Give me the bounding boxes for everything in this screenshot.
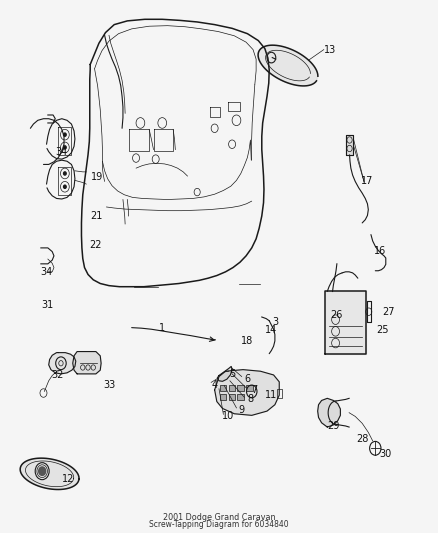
Text: 29: 29 <box>327 421 339 431</box>
Bar <box>237 393 244 400</box>
Text: 31: 31 <box>42 300 54 310</box>
Circle shape <box>64 133 66 136</box>
Text: 32: 32 <box>51 370 64 381</box>
Text: 21: 21 <box>91 211 103 221</box>
Text: 33: 33 <box>103 379 115 390</box>
Text: 5: 5 <box>229 369 235 379</box>
Text: 1: 1 <box>159 322 165 333</box>
Text: 4: 4 <box>212 379 218 390</box>
Polygon shape <box>49 353 76 374</box>
Text: 13: 13 <box>324 45 336 54</box>
Bar <box>220 384 226 391</box>
Circle shape <box>64 146 66 149</box>
Text: 7: 7 <box>251 385 257 395</box>
Polygon shape <box>258 45 318 86</box>
Polygon shape <box>217 367 232 381</box>
Text: 30: 30 <box>380 449 392 458</box>
Text: 25: 25 <box>377 325 389 335</box>
Text: 16: 16 <box>374 246 387 255</box>
Circle shape <box>64 172 66 175</box>
Bar <box>237 384 244 391</box>
Polygon shape <box>215 369 279 415</box>
Text: 12: 12 <box>62 474 74 484</box>
Text: 10: 10 <box>222 411 234 422</box>
Circle shape <box>39 467 46 475</box>
Text: 6: 6 <box>244 374 251 384</box>
Polygon shape <box>20 458 79 489</box>
Bar <box>229 384 235 391</box>
Text: 18: 18 <box>241 336 254 346</box>
Text: 11: 11 <box>265 390 278 400</box>
Text: 8: 8 <box>247 394 254 405</box>
Bar <box>246 384 253 391</box>
Text: 19: 19 <box>91 172 103 182</box>
Circle shape <box>64 185 66 188</box>
Text: 26: 26 <box>330 310 342 320</box>
Text: 22: 22 <box>90 240 102 250</box>
Text: 14: 14 <box>265 325 278 335</box>
Text: 2001 Dodge Grand Caravan: 2001 Dodge Grand Caravan <box>163 513 275 522</box>
Text: 3: 3 <box>273 317 279 327</box>
Text: 27: 27 <box>382 306 395 317</box>
Polygon shape <box>325 292 366 354</box>
Bar <box>220 393 226 400</box>
Text: Screw-Tapping Diagram for 6034840: Screw-Tapping Diagram for 6034840 <box>149 520 289 529</box>
Text: 17: 17 <box>361 176 374 187</box>
Text: 34: 34 <box>40 267 53 277</box>
Polygon shape <box>346 135 353 155</box>
Text: 9: 9 <box>239 405 245 415</box>
Bar <box>229 393 235 400</box>
Text: 34: 34 <box>55 147 67 157</box>
Text: 28: 28 <box>356 434 368 445</box>
Polygon shape <box>318 398 340 427</box>
Polygon shape <box>73 352 101 374</box>
